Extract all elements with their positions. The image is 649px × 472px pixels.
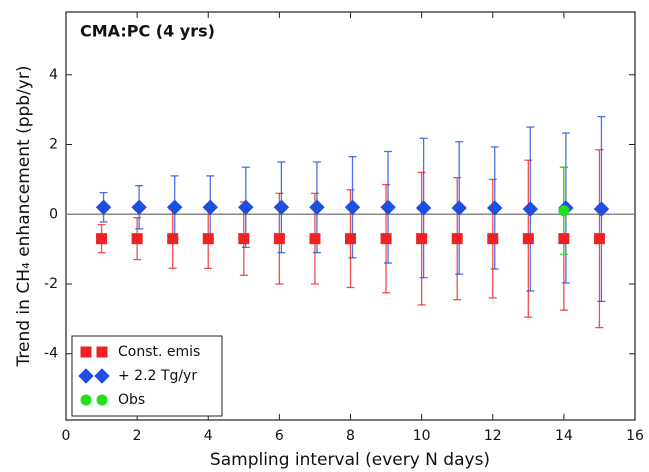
data-point	[558, 233, 570, 245]
legend-marker	[80, 394, 92, 406]
data-point	[238, 199, 254, 215]
legend-marker	[96, 394, 108, 406]
data-point	[95, 199, 112, 215]
y-axis-label: Trend in CH₄ enhancement (ppb/yr)	[14, 66, 34, 368]
data-point	[238, 233, 250, 245]
x-axis-label: Sampling interval (every N days)	[210, 450, 490, 470]
data-point	[273, 233, 285, 245]
legend-label: Obs	[118, 392, 145, 408]
data-point	[131, 233, 143, 245]
legend-marker	[78, 368, 94, 384]
legend-label: Const. emis	[118, 344, 200, 360]
x-tick-label: 12	[484, 428, 502, 444]
data-point	[451, 200, 467, 216]
x-tick-label: 4	[204, 428, 213, 444]
data-point	[415, 200, 432, 216]
data-point	[96, 233, 108, 245]
data-point	[309, 233, 321, 245]
data-point	[202, 199, 218, 215]
chart-title: CMA:PC (4 yrs)	[80, 22, 215, 41]
x-tick-label: 16	[626, 428, 644, 444]
x-tick-label: 8	[346, 428, 355, 444]
x-tick-label: 0	[62, 428, 71, 444]
data-point	[593, 233, 605, 245]
data-point	[166, 199, 183, 215]
y-tick-label: 0	[49, 206, 58, 222]
data-point	[522, 233, 534, 245]
data-point	[380, 199, 396, 215]
legend-marker	[80, 346, 92, 358]
y-tick-label: 2	[49, 137, 58, 153]
data-point	[344, 199, 361, 215]
x-tick-label: 2	[133, 428, 142, 444]
data-point	[558, 205, 570, 217]
data-point	[167, 233, 179, 245]
legend-marker	[94, 368, 110, 384]
y-tick-label: 4	[49, 67, 58, 83]
data-point	[380, 233, 392, 245]
data-point	[309, 199, 325, 215]
data-point	[202, 233, 214, 245]
data-point	[451, 233, 463, 245]
data-point	[416, 233, 428, 245]
legend-marker	[96, 346, 108, 358]
data-point	[593, 201, 610, 217]
y-tick-label: -2	[44, 276, 58, 292]
data-point	[345, 233, 356, 245]
x-tick-label: 6	[275, 428, 284, 444]
data-point	[487, 200, 503, 216]
data-point	[487, 233, 499, 245]
data-point	[273, 199, 290, 215]
legend-label: + 2.2 Tg/yr	[118, 368, 197, 384]
y-tick-label: -4	[44, 346, 58, 362]
x-tick-label: 14	[555, 428, 573, 444]
data-point	[522, 201, 539, 217]
x-tick-label: 10	[413, 428, 431, 444]
data-point	[131, 199, 147, 215]
